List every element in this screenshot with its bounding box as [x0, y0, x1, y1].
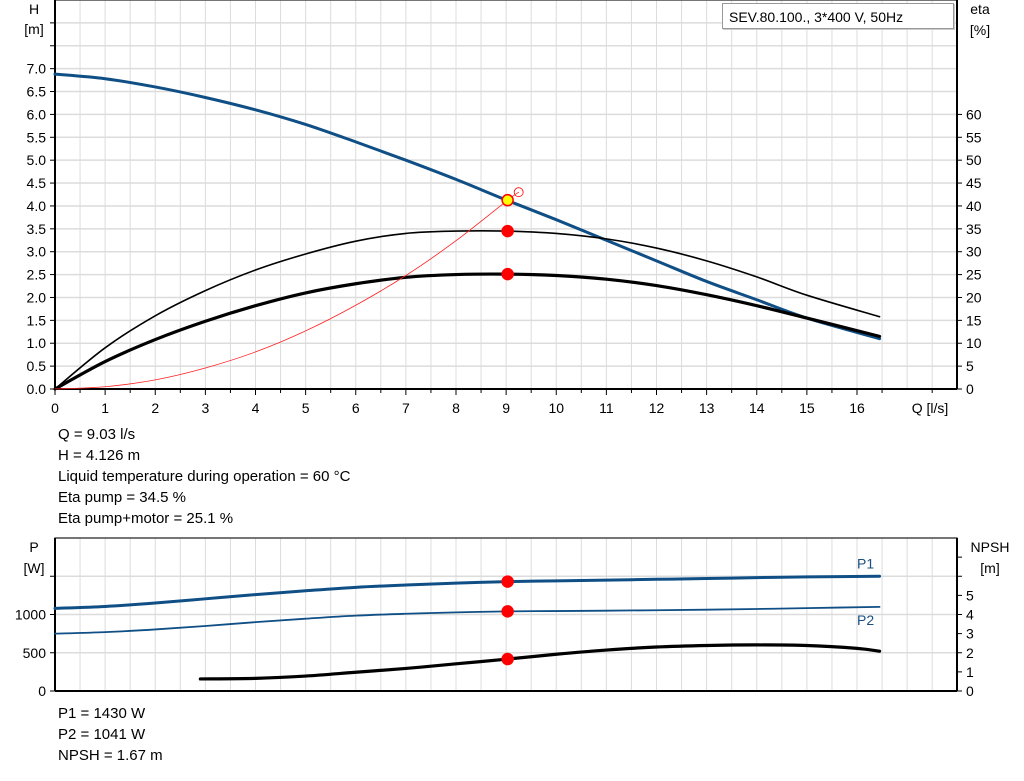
- info-npsh: NPSH = 1.67 m: [58, 747, 163, 764]
- power-info: P1 = 1430 W P2 = 1041 W NPSH = 1.67 m: [58, 703, 163, 766]
- info-eta-pump-motor: Eta pump+motor = 25.1 %: [58, 510, 234, 527]
- power-series-line-2: [198, 643, 882, 681]
- head-left-tick-label: 2.0: [27, 289, 47, 305]
- x-tick-label: 13: [699, 400, 715, 416]
- head-left-tick-label: 4.5: [27, 175, 47, 191]
- power-left-tick-label: 0: [38, 683, 46, 699]
- head-left-tick-label: 6.0: [27, 106, 47, 122]
- head-left-tick-label: 2.5: [27, 267, 47, 283]
- head-left-tick-label: 1.0: [27, 335, 47, 351]
- power-right-tick-label: 1: [966, 664, 974, 680]
- x-tick-label: 11: [599, 400, 614, 416]
- head-series-line-0: [53, 72, 882, 341]
- head-left-tick-label: 3.5: [27, 221, 47, 237]
- info-p1: P1 = 1430 W: [58, 705, 146, 722]
- info-temperature: Liquid temperature during operation = 60…: [58, 468, 351, 485]
- chart-title: SEV.80.100., 3*400 V, 50Hz: [729, 9, 904, 25]
- x-tick-label: 9: [502, 400, 510, 416]
- power-duty-point-marker: [501, 605, 514, 618]
- head-left-tick-label: 3.0: [27, 244, 47, 260]
- power-right-tick-label: 4: [966, 607, 974, 623]
- x-tick-label: 7: [402, 400, 410, 416]
- power-left-tick-label: 500: [23, 645, 47, 661]
- head-right-tick-label: 60: [966, 106, 982, 122]
- chart-title-box: SEV.80.100., 3*400 V, 50Hz: [722, 3, 954, 29]
- x-tick-label: 15: [799, 400, 815, 416]
- power-series-line-0: [53, 574, 882, 610]
- x-tick-label: 0: [51, 400, 59, 416]
- power-right-tick-label: 3: [966, 626, 974, 642]
- info-eta-pump: Eta pump = 34.5 %: [58, 489, 186, 506]
- power-right-axis-label: NPSH: [971, 539, 1010, 555]
- power-duty-point-marker: [501, 575, 514, 588]
- series-label-p1: P1: [857, 555, 874, 571]
- head-series-line-3: [54, 191, 520, 390]
- power-right-tick-label: 5: [966, 587, 974, 603]
- head-right-tick-label: 30: [966, 244, 982, 260]
- x-tick-label: 6: [352, 400, 360, 416]
- head-series-line-1: [54, 230, 881, 390]
- head-left-tick-label: 0.5: [27, 358, 47, 374]
- head-right-axis-unit: [%]: [970, 22, 990, 38]
- head-left-axis-unit: [m]: [24, 21, 43, 37]
- power-left-axis-unit: [W]: [24, 560, 45, 576]
- power-duty-point-marker: [501, 652, 514, 666]
- power-left-axis-label: P: [29, 539, 38, 555]
- head-left-tick-label: 4.0: [27, 198, 47, 214]
- head-left-tick-label: 6.5: [27, 84, 47, 100]
- x-tick-label: 5: [302, 400, 310, 416]
- power-series-line-1: [54, 605, 881, 635]
- series-label-p2: P2: [857, 612, 874, 628]
- info-p2: P2 = 1041 W: [58, 726, 146, 743]
- head-right-tick-label: 55: [966, 129, 982, 145]
- head-right-axis-label: eta: [970, 1, 990, 17]
- x-tick-label: 4: [252, 400, 260, 416]
- head-left-tick-label: 0.0: [27, 381, 47, 397]
- head-left-tick-label: 5.5: [27, 129, 47, 145]
- head-right-tick-label: 20: [966, 289, 982, 305]
- head-right-tick-label: 15: [966, 312, 982, 328]
- x-tick-label: 16: [849, 400, 865, 416]
- x-tick-label: 8: [452, 400, 460, 416]
- head-duty-point-marker: [501, 193, 514, 207]
- x-tick-label: 10: [548, 400, 564, 416]
- x-tick-label: 12: [649, 400, 665, 416]
- power-left-tick-label: 1000: [15, 607, 46, 623]
- head-series-line-2: [53, 272, 882, 391]
- info-h: H = 4.126 m: [58, 447, 141, 464]
- head-left-tick-label: 5.0: [27, 152, 47, 168]
- power-right-tick-label: 2: [966, 645, 974, 661]
- x-tick-label: 3: [201, 400, 209, 416]
- x-tick-label: 14: [749, 400, 765, 416]
- head-left-axis-label: H: [29, 1, 39, 17]
- head-right-tick-label: 40: [966, 198, 982, 214]
- x-tick-label: 1: [101, 400, 109, 416]
- head-right-tick-label: 45: [966, 175, 982, 191]
- head-duty-point-marker: [501, 224, 514, 238]
- head-left-tick-label: 7.0: [27, 61, 47, 77]
- head-duty-point-marker: [501, 267, 514, 281]
- power-right-axis-unit: [m]: [980, 560, 999, 576]
- head-right-tick-label: 50: [966, 152, 982, 168]
- x-tick-label: 2: [151, 400, 159, 416]
- head-right-tick-label: 10: [966, 335, 982, 351]
- info-q: Q = 9.03 l/s: [58, 426, 136, 443]
- head-right-tick-label: 25: [966, 267, 982, 283]
- head-right-tick-label: 35: [966, 221, 982, 237]
- head-right-tick-label: 5: [966, 358, 974, 374]
- head-right-tick-label: 0: [966, 381, 974, 397]
- head-duty-point-marker: [513, 187, 524, 198]
- head-left-tick-label: 1.5: [27, 312, 47, 328]
- x-axis-label: Q [l/s]: [912, 400, 949, 416]
- duty-point-info: Q = 9.03 l/s H = 4.126 m Liquid temperat…: [58, 424, 350, 529]
- power-right-tick-label: 0: [966, 683, 974, 699]
